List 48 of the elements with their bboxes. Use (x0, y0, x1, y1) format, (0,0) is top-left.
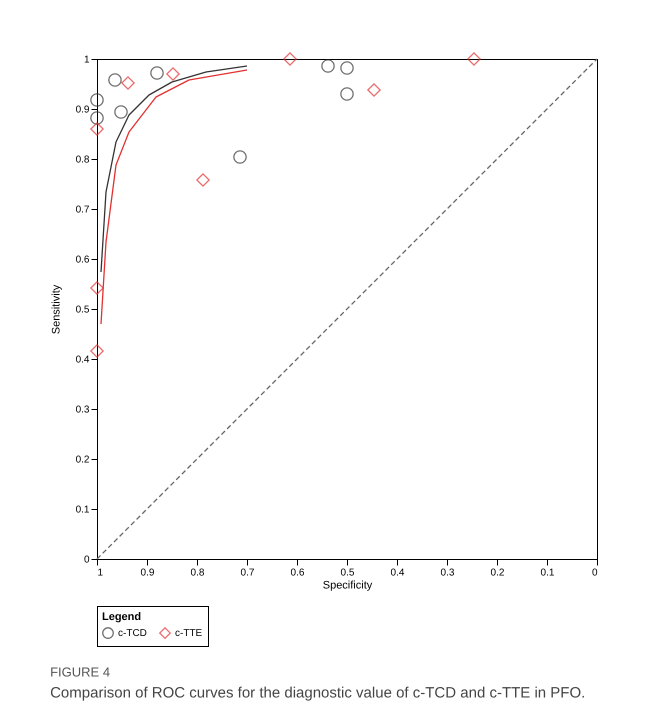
y-tick-label: 0 (84, 554, 90, 566)
x-tick-label: 0.8 (190, 568, 205, 578)
point (90, 122, 104, 136)
x-tick-label: 0.2 (490, 568, 505, 578)
point (121, 76, 135, 90)
point (367, 83, 381, 97)
text: FIGURE 4 (50, 664, 110, 680)
point (166, 67, 180, 81)
point (467, 52, 481, 66)
x-tick-label: 0.9 (140, 568, 155, 578)
y-tick-label: 0.9 (76, 104, 90, 116)
x-tick-label: 0.7 (240, 568, 255, 578)
point (340, 61, 354, 75)
point (321, 59, 335, 73)
x-tick-label: 0.5 (340, 568, 355, 578)
point (90, 281, 104, 295)
y-tick-label: 0.4 (76, 354, 90, 366)
legend-label: c-TCD (118, 628, 147, 640)
y-axis-title: Sensitivity (50, 284, 63, 334)
y-tick-label: 0.7 (76, 204, 90, 216)
point (90, 93, 104, 107)
y-tick-label: 0.6 (76, 254, 90, 266)
y-tick-label: 0.8 (76, 154, 90, 166)
point (108, 73, 122, 87)
x-tick-label: 1 (98, 568, 104, 578)
y-tick-label: 0.1 (76, 504, 90, 516)
point (196, 173, 210, 187)
legend-title: Legend (102, 611, 142, 623)
legend-label: c-TTE (175, 628, 203, 640)
point (283, 52, 297, 66)
point (340, 87, 354, 101)
y-tick-label: 0.2 (76, 454, 90, 466)
text: Comparison of ROC curves for the diagnostic value of c-TCD and c-TTE in PFO. (50, 684, 586, 702)
x-tick-label: 0.4 (390, 568, 405, 578)
y-tick-label: 1 (84, 54, 90, 66)
point (114, 105, 128, 119)
x-tick-label: 0.1 (540, 568, 555, 578)
x-axis-title: Specificity (322, 580, 373, 592)
x-tick-label: 0.3 (440, 568, 455, 578)
point (150, 66, 164, 80)
point (233, 150, 247, 164)
y-tick-label: 0.3 (76, 404, 90, 416)
line-series (100, 65, 248, 273)
x-tick-label: 0.6 (290, 568, 305, 578)
point (90, 344, 104, 358)
y-tick-label: 0.5 (76, 304, 90, 316)
x-tick-label: 0 (592, 568, 598, 578)
point (90, 111, 104, 125)
